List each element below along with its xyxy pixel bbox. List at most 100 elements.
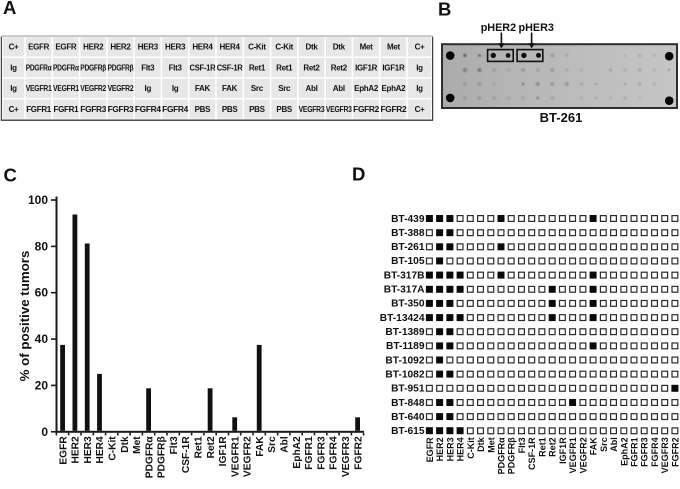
svg-text:PBS: PBS (276, 105, 293, 114)
svg-text:BT-350: BT-350 (391, 299, 425, 310)
svg-text:Src: Src (251, 84, 264, 93)
svg-text:FGFR1: FGFR1 (304, 436, 315, 470)
svg-text:Ret1: Ret1 (194, 436, 205, 458)
svg-text:PDGFRα: PDGFRα (53, 63, 79, 72)
svg-text:PDGFRα: PDGFRα (497, 437, 507, 475)
svg-text:Ret1: Ret1 (276, 63, 293, 72)
svg-text:FGFR2: FGFR2 (353, 436, 364, 470)
svg-text:80: 80 (35, 239, 49, 253)
svg-text:FGFR2: FGFR2 (353, 105, 380, 114)
svg-text:HER2: HER2 (71, 436, 82, 464)
svg-text:FAK: FAK (222, 84, 238, 93)
svg-text:Met: Met (132, 436, 143, 454)
svg-text:BT-1082: BT-1082 (385, 369, 424, 380)
svg-text:PDGFRβ: PDGFRβ (108, 63, 134, 72)
svg-text:IGF1R: IGF1R (355, 63, 378, 72)
svg-text:VEGFR3: VEGFR3 (326, 105, 353, 114)
svg-text:CSF-1R: CSF-1R (217, 63, 243, 72)
svg-text:BT-848: BT-848 (391, 398, 425, 409)
svg-text:FGFR4: FGFR4 (135, 105, 162, 114)
svg-text:D: D (352, 164, 365, 185)
svg-text:VEGFR1: VEGFR1 (26, 84, 53, 93)
svg-text:C+: C+ (9, 105, 19, 114)
svg-text:HER2: HER2 (83, 43, 104, 52)
svg-text:BT-1092: BT-1092 (385, 355, 424, 366)
svg-text:HER4: HER4 (456, 437, 466, 461)
svg-text:Flt3: Flt3 (169, 63, 183, 72)
svg-text:HER4: HER4 (192, 43, 213, 52)
svg-text:Flt3: Flt3 (517, 437, 527, 453)
svg-text:Dtk: Dtk (120, 436, 131, 453)
svg-text:C+: C+ (9, 43, 19, 52)
svg-text:HER3: HER3 (83, 436, 94, 464)
svg-text:BT-439: BT-439 (391, 214, 425, 225)
svg-text:C+: C+ (415, 43, 425, 52)
svg-text:Met: Met (360, 43, 374, 52)
svg-text:FAK: FAK (195, 84, 211, 93)
svg-text:EphA2: EphA2 (354, 84, 379, 93)
svg-text:Src: Src (267, 436, 278, 453)
svg-text:PDGFRα: PDGFRα (144, 436, 155, 479)
svg-text:PDGFRβ: PDGFRβ (80, 63, 106, 72)
svg-text:C: C (4, 165, 17, 186)
svg-text:HER3: HER3 (138, 43, 159, 52)
svg-text:Abl: Abl (609, 437, 619, 452)
svg-text:BT-640: BT-640 (391, 412, 425, 423)
svg-text:EGFR: EGFR (425, 437, 435, 463)
svg-text:Ig: Ig (416, 63, 423, 72)
svg-text:FGFR3: FGFR3 (108, 105, 135, 114)
svg-text:PDGFRβ: PDGFRβ (507, 437, 517, 475)
svg-text:Flt3: Flt3 (141, 63, 155, 72)
svg-text:FGFR4: FGFR4 (650, 437, 660, 467)
svg-text:FGFR3: FGFR3 (80, 105, 107, 114)
svg-text:FGFR2: FGFR2 (381, 105, 408, 114)
svg-text:HER3: HER3 (165, 43, 186, 52)
svg-text:B: B (438, 0, 451, 20)
svg-text:FGFR3: FGFR3 (640, 437, 650, 467)
svg-text:IGF1R: IGF1R (218, 436, 229, 467)
svg-text:BT-615: BT-615 (391, 426, 425, 437)
svg-text:HER4: HER4 (95, 436, 106, 464)
svg-text:Ret2: Ret2 (331, 63, 348, 72)
svg-text:FAK: FAK (589, 437, 599, 456)
svg-text:BT-951: BT-951 (391, 384, 425, 395)
svg-text:100: 100 (28, 193, 48, 207)
svg-text:VEGFR1: VEGFR1 (230, 436, 241, 477)
svg-text:FGFR3: FGFR3 (316, 436, 327, 470)
svg-text:BT-317A: BT-317A (384, 285, 425, 296)
svg-text:Abl: Abl (306, 84, 318, 93)
svg-text:0: 0 (41, 425, 48, 439)
svg-text:HER4: HER4 (220, 43, 241, 52)
svg-text:Ig: Ig (10, 84, 17, 93)
svg-text:PBS: PBS (195, 105, 212, 114)
svg-text:BT-105: BT-105 (391, 256, 425, 267)
svg-text:VEGFR3: VEGFR3 (299, 105, 326, 114)
svg-text:EGFR: EGFR (55, 43, 77, 52)
svg-text:% of positive tumors: % of positive tumors (17, 251, 32, 382)
svg-text:VEGFR2: VEGFR2 (578, 437, 588, 473)
svg-text:EphA2: EphA2 (292, 436, 303, 469)
svg-text:VEGFR2: VEGFR2 (108, 84, 135, 93)
svg-text:VEGFR2: VEGFR2 (80, 84, 107, 93)
svg-text:VEGFR2: VEGFR2 (243, 436, 254, 477)
svg-text:HER3: HER3 (445, 437, 455, 461)
svg-text:A: A (3, 0, 16, 18)
svg-text:Src: Src (278, 84, 291, 93)
svg-text:Flt3: Flt3 (169, 436, 180, 454)
svg-text:CSF-1R: CSF-1R (190, 63, 216, 72)
svg-text:C+: C+ (415, 105, 425, 114)
svg-text:Ret2: Ret2 (303, 63, 320, 72)
svg-text:Ret2: Ret2 (206, 436, 217, 458)
svg-text:C-Kit: C-Kit (108, 436, 119, 461)
svg-text:BT-261: BT-261 (540, 110, 583, 125)
svg-text:FGFR1: FGFR1 (54, 105, 80, 114)
svg-text:PBS: PBS (249, 105, 266, 114)
svg-text:Ret2: Ret2 (548, 437, 558, 457)
svg-text:Ret1: Ret1 (249, 63, 266, 72)
svg-text:Ret1: Ret1 (537, 437, 547, 457)
svg-text:Abl: Abl (333, 84, 345, 93)
svg-text:pHER3: pHER3 (518, 22, 553, 34)
svg-text:CSF-1R: CSF-1R (527, 437, 537, 470)
svg-text:Dtk: Dtk (476, 436, 486, 451)
svg-text:EGFR: EGFR (28, 43, 50, 52)
